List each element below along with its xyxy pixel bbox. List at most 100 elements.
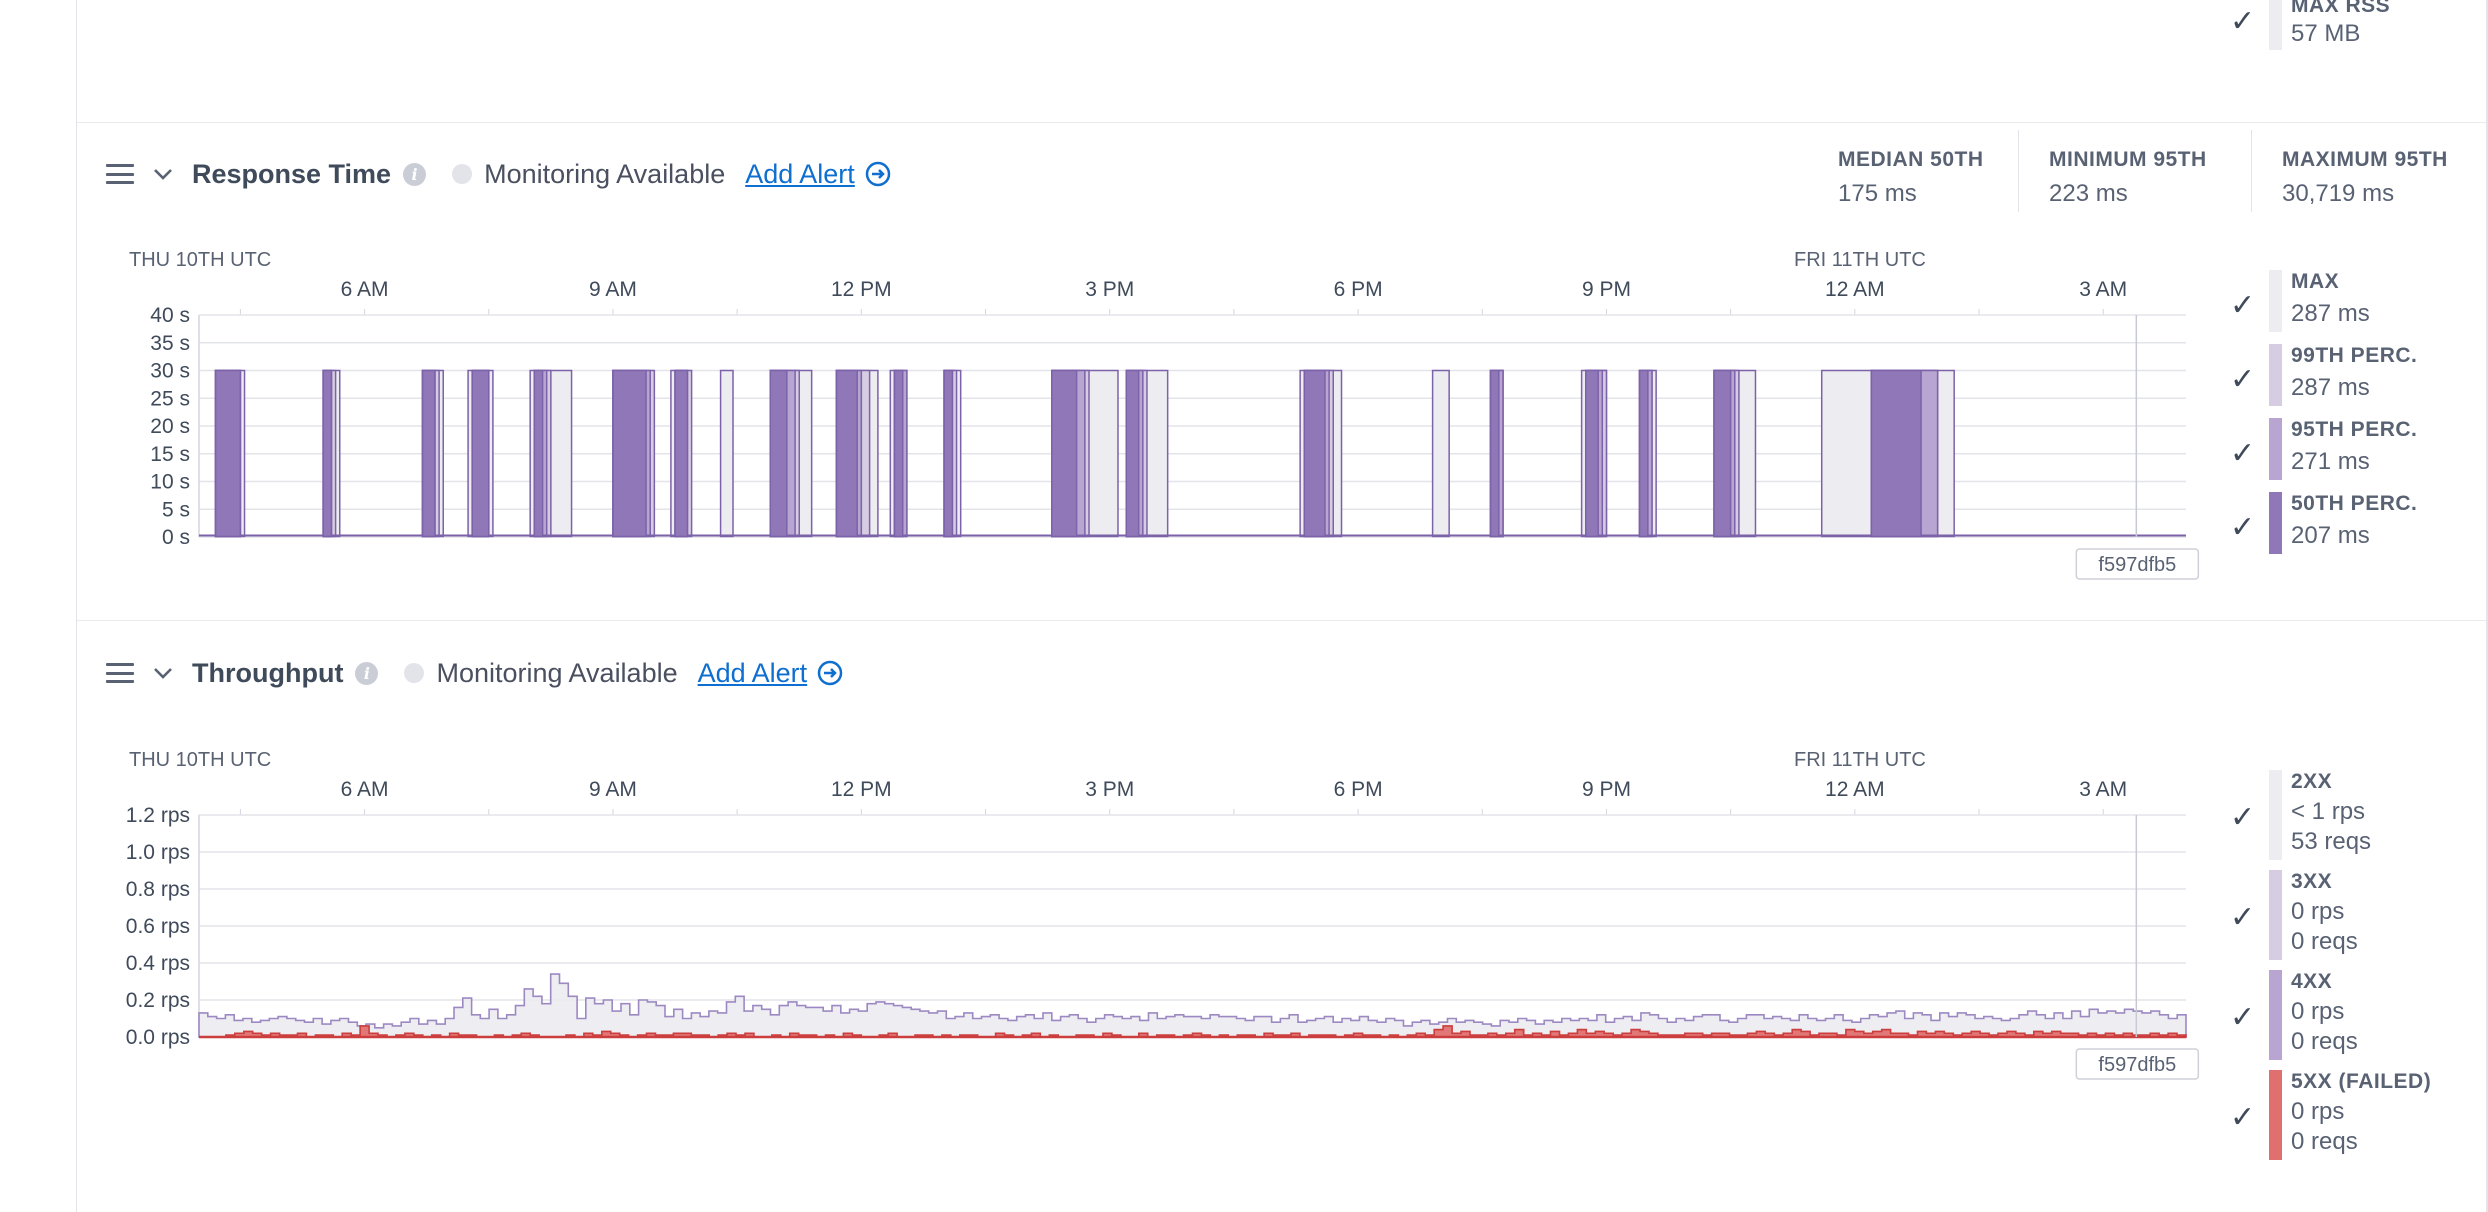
throughput-header: Throughput i Monitoring Available Add Al… <box>106 653 843 693</box>
legend-swatch <box>2269 0 2282 50</box>
response-time-chart[interactable]: THU 10TH UTC FRI 11TH UTC 6 AM 9 AM 12 PM 3 P… <box>0 235 2210 585</box>
monitoring-status-dot <box>452 164 473 184</box>
release-marker-label: f597dfb5 <box>2098 1054 2176 1076</box>
stat-median-50th: MEDIAN 50TH 175 ms <box>1838 148 1984 208</box>
y-tick-label: 15 s <box>150 443 190 466</box>
y-tick-label: 1.0 rps <box>126 841 190 864</box>
time-tick-label: 9 AM <box>589 278 637 301</box>
y-tick-label: 1.2 rps <box>126 804 190 827</box>
check-icon[interactable]: ✓ <box>2230 1000 2256 1035</box>
y-tick-label: 5 s <box>162 498 190 521</box>
y-tick-label: 30 s <box>150 360 190 383</box>
series-bar <box>533 369 544 538</box>
arrow-circle-right-icon[interactable] <box>817 660 843 686</box>
legend-swatch <box>2269 970 2282 1060</box>
legend-reqs: 53 reqs <box>2291 828 2372 855</box>
add-alert-link[interactable]: Add Alert <box>697 657 808 688</box>
y-tick-label: 20 s <box>150 415 190 438</box>
time-tick-label: 12 AM <box>1825 778 1885 801</box>
series-bar <box>214 369 242 538</box>
check-icon[interactable]: ✓ <box>2230 288 2256 323</box>
time-tick-label: 9 PM <box>1582 278 1631 301</box>
legend-label: 95TH PERC. <box>2291 418 2418 441</box>
series-bar <box>674 369 689 538</box>
time-tick-label: 6 AM <box>341 278 389 301</box>
legend-label: 50TH PERC. <box>2291 492 2418 515</box>
check-icon[interactable]: ✓ <box>2230 436 2256 471</box>
series-bar <box>612 369 647 538</box>
legend-label: 99TH PERC. <box>2291 344 2418 367</box>
legend-label: 3XX <box>2291 870 2333 893</box>
series-bar <box>1489 369 1500 538</box>
time-tick-label: 3 AM <box>2079 778 2127 801</box>
info-icon[interactable]: i <box>403 162 427 186</box>
stat-minimum-95th: MINIMUM 95TH 223 ms <box>2049 148 2207 208</box>
panel-divider <box>77 122 2486 123</box>
add-alert-link[interactable]: Add Alert <box>745 158 855 189</box>
info-icon[interactable]: i <box>355 661 379 685</box>
y-tick-label: 25 s <box>150 387 190 410</box>
time-tick-label: 9 PM <box>1582 778 1631 801</box>
legend-rate: 0 rps <box>2291 898 2345 925</box>
series-bar <box>322 369 333 538</box>
stat-label: MEDIAN 50TH <box>1838 148 1984 171</box>
check-icon[interactable]: ✓ <box>2230 1100 2256 1135</box>
check-icon[interactable]: ✓ <box>2230 510 2256 545</box>
chevron-down-icon[interactable] <box>152 163 174 185</box>
series-bar <box>1713 369 1732 538</box>
series-bar <box>421 369 436 538</box>
time-tick-label: 12 PM <box>831 278 892 301</box>
series-bar <box>1638 369 1649 538</box>
stat-maximum-95th: MAXIMUM 95TH 30,719 ms <box>2282 148 2448 208</box>
y-tick-label: 0.4 rps <box>126 952 190 975</box>
series-bar <box>943 369 954 538</box>
release-marker-label: f597dfb5 <box>2098 554 2176 576</box>
legend-label: 2XX <box>2291 770 2333 793</box>
legend-value: 57 MB <box>2291 20 2361 47</box>
date-label: FRI 11TH UTC <box>1794 749 1926 771</box>
y-tick-label: 0.6 rps <box>126 915 190 938</box>
drag-handle-icon[interactable] <box>106 663 134 683</box>
response-time-header: Response Time i Monitoring Available Add… <box>106 154 891 194</box>
check-icon[interactable]: ✓ <box>2230 4 2256 39</box>
throughput-chart[interactable]: THU 10TH UTC FRI 11TH UTC 6 AM 9 AM 12 PM 3 P… <box>0 735 2210 1085</box>
chevron-down-icon[interactable] <box>152 662 174 684</box>
release-marker-box <box>2075 1048 2200 1080</box>
panel-title: Throughput <box>192 657 344 688</box>
legend-swatch <box>2269 770 2282 860</box>
stat-divider <box>2018 130 2019 212</box>
drag-handle-icon[interactable] <box>106 164 134 184</box>
y-tick-label: 0.8 rps <box>126 878 190 901</box>
series-bar <box>1870 369 1922 538</box>
check-icon[interactable]: ✓ <box>2230 900 2256 935</box>
time-tick-label: 6 AM <box>341 778 389 801</box>
legend-label: MAX RSS <box>2291 0 2391 17</box>
legend-swatch <box>2269 418 2282 480</box>
time-tick-label: 12 AM <box>1825 278 1885 301</box>
series-bar <box>1125 369 1140 538</box>
legend-swatch <box>2269 870 2282 960</box>
legend-swatch <box>2269 492 2282 554</box>
time-tick-label: 3 AM <box>2079 278 2127 301</box>
stat-label: MINIMUM 95TH <box>2049 148 2207 171</box>
legend-reqs: 0 reqs <box>2291 1128 2358 1155</box>
series-bar <box>893 369 904 538</box>
time-tick-label: 3 PM <box>1085 278 1134 301</box>
date-label: THU 10TH UTC <box>129 249 271 271</box>
legend-rate: 0 rps <box>2291 1098 2345 1125</box>
legend-swatch <box>2269 1070 2282 1160</box>
legend-label: MAX <box>2291 270 2340 293</box>
release-marker-box <box>2075 548 2200 580</box>
check-icon[interactable]: ✓ <box>2230 362 2256 397</box>
series-bar <box>1585 369 1599 538</box>
y-tick-label: 0.0 rps <box>126 1026 190 1049</box>
y-tick-label: 0 s <box>162 526 190 549</box>
arrow-circle-right-icon[interactable] <box>865 161 891 187</box>
check-icon[interactable]: ✓ <box>2230 800 2256 835</box>
date-label: THU 10TH UTC <box>129 749 271 771</box>
legend-swatch <box>2269 270 2282 332</box>
series-bar <box>835 369 858 538</box>
stat-value: 175 ms <box>1838 180 1917 207</box>
series-bar <box>1051 369 1078 538</box>
y-tick-label: 35 s <box>150 332 190 355</box>
